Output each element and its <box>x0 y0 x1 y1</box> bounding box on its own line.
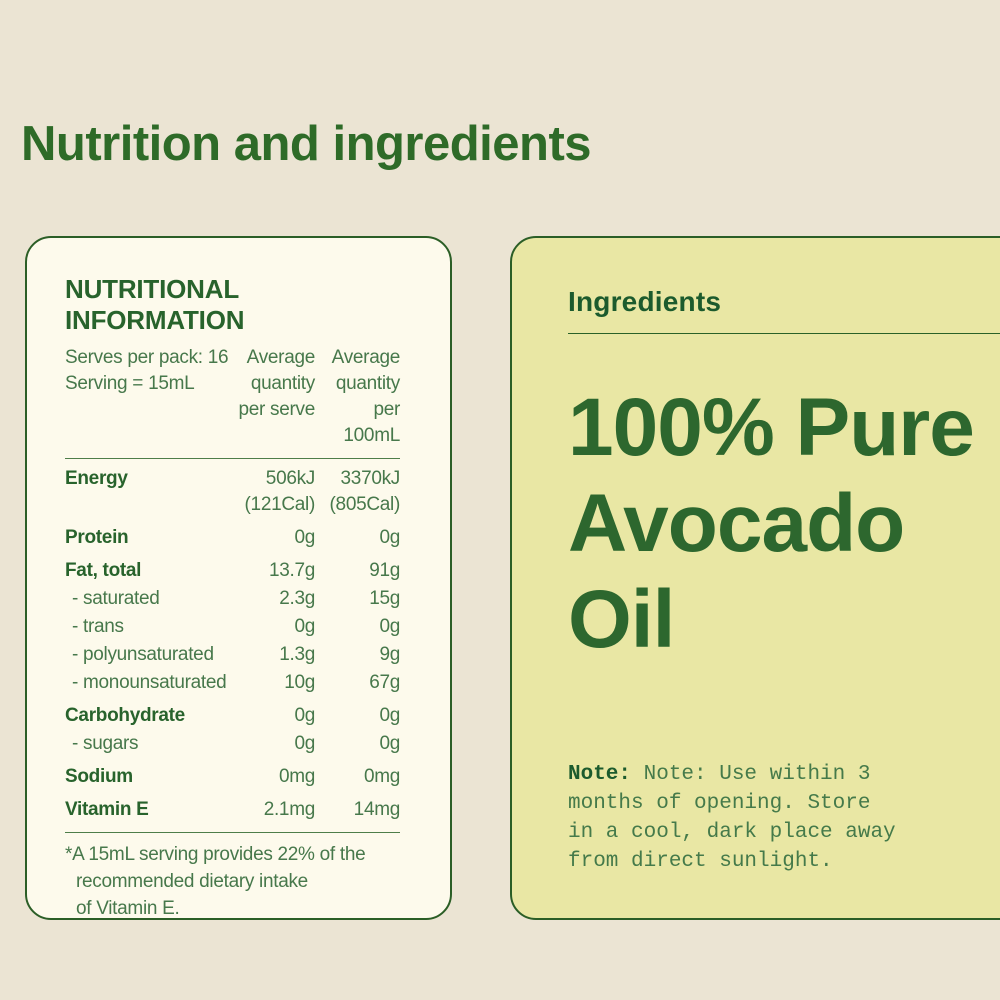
value-per-serve: 0g <box>294 616 315 637</box>
note-line: from direct sunlight. <box>568 850 833 873</box>
value-per-serve: 13.7g <box>268 560 315 581</box>
storage-note: Note: Note: Use within 3 months of openi… <box>568 760 968 876</box>
row-label: Protein <box>65 527 129 548</box>
value-per-100ml: 0g <box>379 527 400 548</box>
row-label: - monounsaturated <box>72 672 227 693</box>
value-per-100ml: 0g <box>379 705 400 726</box>
value-per-100ml: 9g <box>379 644 400 665</box>
table-row: - monounsaturated 10g 67g <box>65 670 400 696</box>
table-header-divider <box>65 458 400 459</box>
table-row: Protein 0g 0g <box>65 525 400 551</box>
value-per-serve: 2.1mg <box>263 799 316 820</box>
value-per-serve: 2.3g <box>279 588 315 609</box>
value-per-100ml: 15g <box>369 588 400 609</box>
table-row: (121Cal) (805Cal) <box>65 492 401 518</box>
value-per-serve: 0g <box>294 733 315 754</box>
row-label <box>65 492 230 518</box>
table-row: Vitamin E 2.1mg 14mg <box>65 797 400 823</box>
row-label: Sodium <box>65 766 133 787</box>
nutrition-title: NUTRITIONAL INFORMATION <box>65 274 245 335</box>
note-line: months of opening. Store <box>568 792 871 815</box>
table-row: Fat, total 13.7g 91g <box>65 558 400 584</box>
note-line: Note: Note: Use within 3 <box>568 760 968 789</box>
value-per-100ml: 3370kJ <box>340 468 401 489</box>
value-per-100ml: 0g <box>379 733 400 754</box>
table-row: - trans 0g 0g <box>65 614 400 640</box>
footnote-divider <box>65 832 400 833</box>
value-per-serve: 1.3g <box>279 644 315 665</box>
value-per-serve: 0mg <box>278 766 315 787</box>
value-per-100ml: 0mg <box>363 766 400 787</box>
serving-size: Serving = 15mL <box>65 373 195 394</box>
serves-per-pack: Serves per pack: 16 <box>65 347 229 368</box>
table-row: - polyunsaturated 1.3g 9g <box>65 642 400 668</box>
value-per-100ml: 14mg <box>353 799 401 820</box>
row-label: Fat, total <box>65 560 142 581</box>
value-per-100ml: 67g <box>369 672 400 693</box>
value-per-serve: 0g <box>294 705 315 726</box>
serving-info: Serves per pack: 16 Serving = 15mL <box>65 345 230 449</box>
row-label: - sugars <box>72 733 139 754</box>
value-per-serve: 10g <box>284 672 315 693</box>
row-label: Vitamin E <box>65 799 149 820</box>
footnote: *A 15mL serving provides 22% of the reco… <box>65 841 400 922</box>
value-per-100ml: 91g <box>369 560 400 581</box>
ingredients-headline: 100% Pure Avocado Oil <box>568 382 975 665</box>
value-per-100ml: (805Cal) <box>329 494 401 515</box>
column-header-per-serve: Average quantity per serve <box>238 347 315 420</box>
value-per-serve: (121Cal) <box>244 494 316 515</box>
row-label: Carbohydrate <box>65 705 185 726</box>
ingredients-divider <box>568 333 1000 334</box>
row-label: Energy <box>65 468 128 489</box>
note-label: Note: <box>568 763 632 786</box>
ingredients-title: Ingredients <box>568 286 722 317</box>
row-label: - saturated <box>72 588 160 609</box>
table-row: Carbohydrate 0g 0g <box>65 703 400 729</box>
row-label: - trans <box>72 616 124 637</box>
nutrition-table-header: Serves per pack: 16 Serving = 15mL Avera… <box>65 345 400 449</box>
table-row: - saturated 2.3g 15g <box>65 586 400 612</box>
value-per-100ml: 0g <box>379 616 400 637</box>
table-row: Energy 506kJ 3370kJ <box>65 466 400 492</box>
ingredients-card: Ingredients 100% Pure Avocado Oil Note: … <box>510 236 1000 920</box>
value-per-serve: 506kJ <box>265 468 316 489</box>
footnote-line: *A 15mL serving provides 22% of the <box>65 844 366 865</box>
footnote-line: of Vitamin E. <box>76 898 180 919</box>
value-per-serve: 0g <box>294 527 315 548</box>
column-header-per-100ml: Average quantity per 100mL <box>331 347 401 446</box>
table-row: - sugars 0g 0g <box>65 731 400 757</box>
footnote-line: recommended dietary intake <box>76 871 308 892</box>
page-title: Nutrition and ingredients <box>21 117 592 171</box>
row-label: - polyunsaturated <box>72 644 214 665</box>
note-line: in a cool, dark place away <box>568 821 896 844</box>
nutrition-card: NUTRITIONAL INFORMATION Serves per pack:… <box>25 236 452 920</box>
nutrition-table: Energy 506kJ 3370kJ (121Cal) (805Cal) Pr… <box>65 466 400 823</box>
table-row: Sodium 0mg 0mg <box>65 764 400 790</box>
note-text: Note: Use within 3 <box>631 763 871 786</box>
